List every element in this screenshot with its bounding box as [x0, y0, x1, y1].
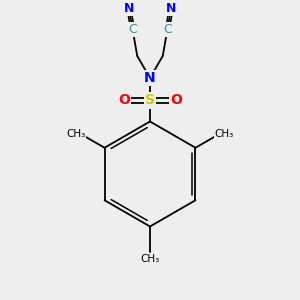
Text: N: N	[144, 71, 156, 85]
Text: O: O	[118, 94, 130, 107]
Text: O: O	[170, 94, 182, 107]
Text: CH₃: CH₃	[66, 128, 85, 139]
Text: CH₃: CH₃	[140, 254, 160, 265]
Text: CH₃: CH₃	[214, 128, 234, 139]
Text: C: C	[163, 23, 172, 36]
Text: C: C	[128, 23, 137, 36]
Text: S: S	[145, 94, 155, 107]
Text: N: N	[166, 2, 176, 15]
Text: N: N	[124, 2, 134, 15]
